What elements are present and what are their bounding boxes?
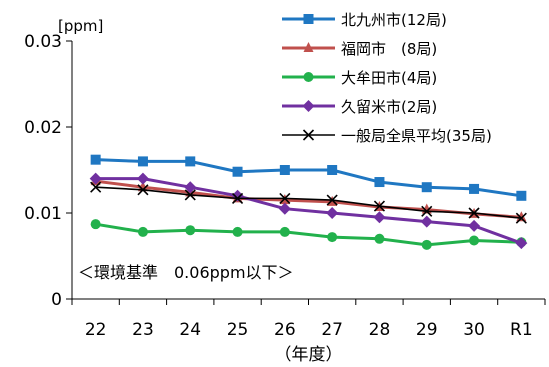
- data-point-x: [231, 192, 244, 204]
- data-point-square: [374, 177, 385, 188]
- data-point-diamond: [89, 172, 102, 185]
- data-point-diamond: [136, 172, 149, 185]
- data-point-circle: [421, 239, 432, 250]
- data-point-diamond: [184, 181, 197, 194]
- data-point-circle: [232, 226, 243, 237]
- series-3: [89, 172, 528, 250]
- data-point-square: [327, 165, 338, 175]
- data-point-circle: [279, 226, 290, 237]
- x-tick-label: 29: [416, 320, 438, 340]
- data-point-x: [137, 184, 149, 196]
- y-tick-label: 0.03: [24, 32, 62, 52]
- data-point-square: [232, 166, 243, 177]
- data-point-circle: [185, 225, 196, 236]
- series-4: [90, 181, 527, 224]
- legend-entry: 福岡市 (8局): [282, 40, 437, 58]
- data-point-triangle: [303, 42, 314, 52]
- data-point-circle: [137, 226, 148, 237]
- data-point-triangle: [516, 211, 527, 222]
- y-tick-label: 0.02: [24, 118, 62, 138]
- data-point-circle: [374, 233, 385, 244]
- data-point-diamond: [373, 211, 386, 224]
- data-point-square: [421, 182, 432, 193]
- legend-entry: 大牟田市(4局): [282, 69, 437, 87]
- y-tick-label: 0.01: [24, 204, 62, 224]
- x-axis-title: （年度）: [275, 345, 343, 365]
- legend-entry: 北九州市(12局): [282, 11, 447, 29]
- series-line: [95, 186, 522, 219]
- data-point-circle: [327, 232, 338, 243]
- series-line: [95, 222, 522, 247]
- data-point-square: [90, 154, 101, 165]
- data-point-square: [137, 156, 148, 167]
- data-point-diamond: [278, 202, 291, 215]
- data-point-diamond: [468, 219, 481, 232]
- x-tick-label: 22: [85, 320, 107, 340]
- data-point-triangle: [137, 181, 148, 192]
- legend-label: 北九州市(12局): [341, 11, 447, 29]
- x-tick-label: 27: [321, 320, 343, 340]
- data-point-x: [279, 192, 291, 204]
- data-point-x: [515, 212, 527, 224]
- legend-label: 大牟田市(4局): [341, 69, 437, 87]
- environmental-standard-note: ＜環境基準 0.06ppm以下＞: [78, 263, 294, 282]
- data-point-x: [90, 181, 102, 193]
- data-point-square: [279, 165, 290, 175]
- data-point-circle: [90, 219, 101, 230]
- x-tick-label: 26: [274, 320, 296, 340]
- series-line: [95, 177, 522, 245]
- data-point-diamond: [515, 237, 528, 250]
- data-point-square: [516, 190, 527, 201]
- y-axis-unit-label: [ppm]: [58, 17, 103, 35]
- data-point-diamond: [326, 207, 339, 219]
- y-tick-label: 0: [51, 290, 62, 310]
- legend-label: 福岡市 (8局): [341, 40, 437, 58]
- legend-label: 一般局全県平均(35局): [341, 127, 492, 145]
- data-point-x: [302, 129, 315, 141]
- x-tick-label: 30: [463, 320, 485, 340]
- data-point-diamond: [302, 100, 315, 112]
- data-point-x: [326, 194, 338, 206]
- legend-entry: 久留米市(2局): [282, 98, 437, 116]
- data-point-square: [303, 14, 314, 24]
- legend-entry: 一般局全県平均(35局): [282, 127, 492, 145]
- x-tick-label: 23: [132, 320, 154, 340]
- x-tick-label: R1: [510, 320, 533, 340]
- series-line: [95, 158, 522, 198]
- series-layer: [89, 154, 528, 250]
- data-point-x: [421, 205, 433, 217]
- x-tick-label: 25: [227, 320, 249, 340]
- legend-label: 久留米市(2局): [341, 98, 437, 116]
- data-point-x: [468, 207, 480, 219]
- data-point-square: [469, 183, 480, 194]
- legend: 北九州市(12局) 福岡市 (8局) 大牟田市(4局) 久留米市(2局) 一般局全県平均…: [282, 11, 492, 145]
- data-point-x: [373, 200, 386, 212]
- series-0: [90, 154, 527, 201]
- axes: 0 0.01 0.02 0.03 22 23 24 25 26 27 28 29 30 R1: [24, 32, 546, 340]
- data-point-circle: [469, 235, 480, 246]
- data-point-circle: [303, 72, 314, 82]
- data-point-square: [185, 156, 196, 167]
- x-tick-label: 28: [369, 320, 391, 340]
- x-tick-label: 24: [179, 320, 201, 340]
- data-point-diamond: [420, 215, 433, 228]
- data-point-x: [184, 189, 196, 201]
